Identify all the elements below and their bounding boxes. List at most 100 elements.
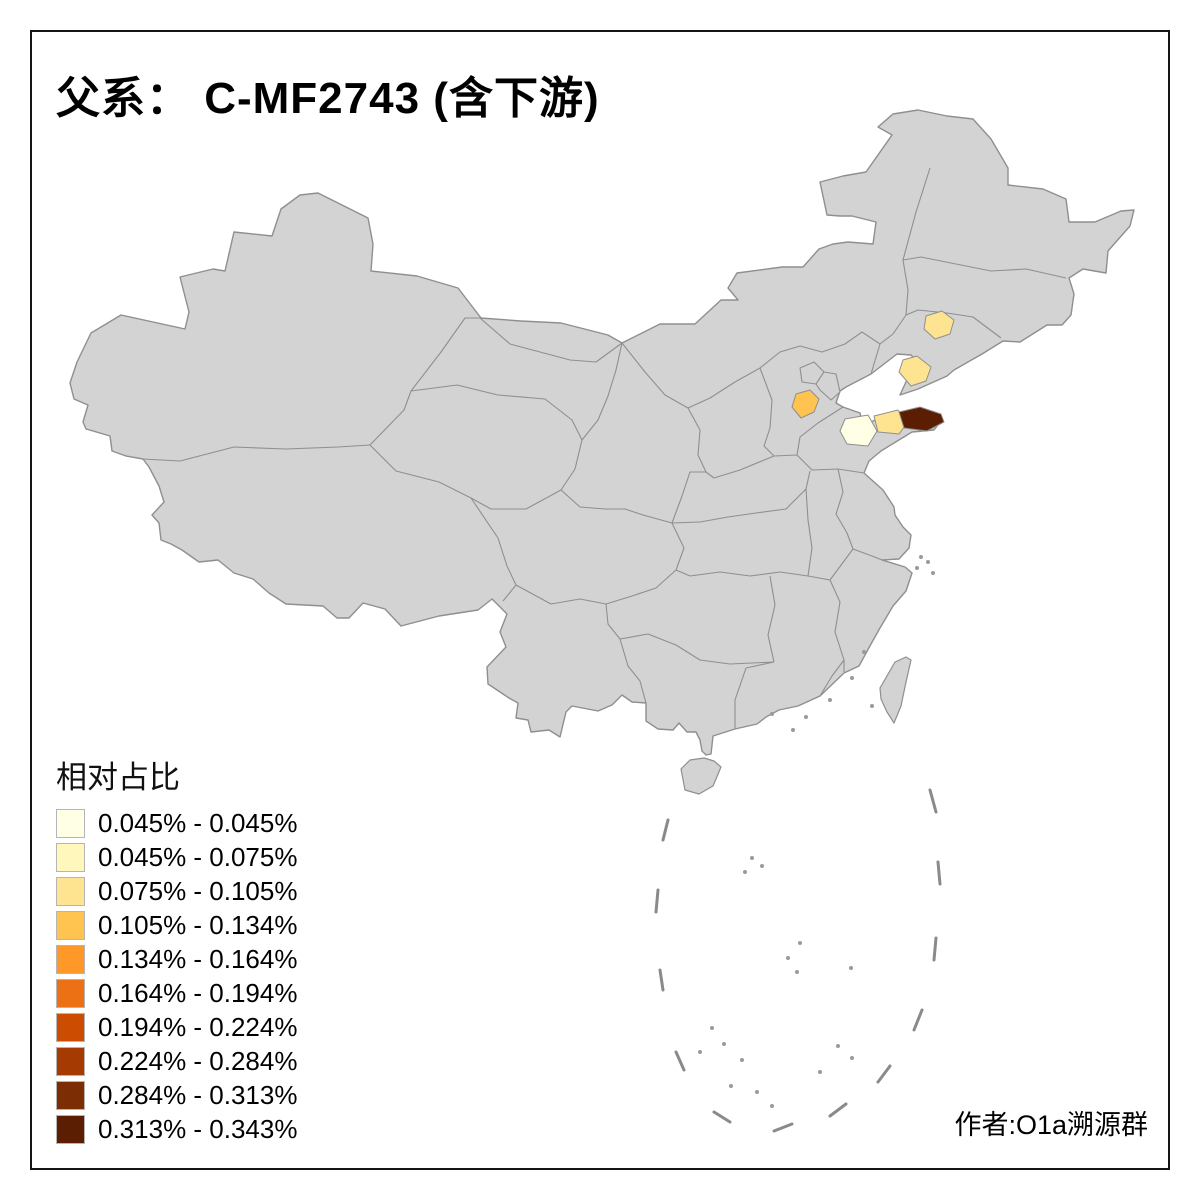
province-border	[852, 548, 883, 561]
dash-segment	[772, 1122, 794, 1133]
legend-rows: 0.045% - 0.045% 0.045% - 0.075% 0.075% - 0…	[56, 808, 298, 1144]
legend-title: 相对占比	[56, 760, 180, 795]
legend-row: 0.105% - 0.134%	[56, 910, 298, 940]
legend-swatch	[56, 945, 85, 974]
legend-row: 0.045% - 0.075%	[56, 842, 298, 872]
highlighted-region	[791, 389, 820, 419]
island-speck	[770, 712, 774, 716]
island-speck	[722, 1042, 726, 1046]
province-border	[369, 317, 480, 446]
island-speck	[862, 650, 866, 654]
island-speck	[836, 1044, 840, 1048]
china-outline	[69, 109, 1135, 756]
island-speck	[828, 698, 832, 702]
legend-swatch	[56, 843, 85, 872]
province-border	[671, 522, 691, 577]
legend-swatch	[56, 1047, 85, 1076]
island-speck	[710, 1026, 714, 1030]
province-border	[805, 488, 813, 577]
province-border	[619, 633, 775, 665]
legend-label: 0.045% - 0.075%	[98, 842, 298, 872]
dash-segment	[912, 1008, 924, 1032]
province-border	[734, 661, 775, 729]
province-border	[142, 444, 371, 462]
island-speck	[849, 966, 853, 970]
legend-row: 0.194% - 0.224%	[56, 1012, 298, 1042]
province-border	[605, 569, 677, 605]
island-speck	[931, 571, 935, 575]
legend-label: 0.134% - 0.164%	[98, 944, 298, 974]
province-border	[410, 384, 583, 441]
legend-swatch	[56, 1115, 85, 1144]
legend-label: 0.313% - 0.343%	[98, 1114, 298, 1144]
legend-swatch	[56, 979, 85, 1008]
south-china-sea-islands	[698, 555, 935, 1108]
province-border	[759, 367, 775, 457]
dash-segment	[936, 860, 942, 886]
province-border	[902, 256, 1067, 279]
island-speck	[926, 560, 930, 564]
province-border	[879, 167, 931, 345]
province-border	[470, 439, 583, 510]
legend-label: 0.194% - 0.224%	[98, 1012, 298, 1042]
dash-segment	[928, 788, 938, 814]
province-border-tianjin	[815, 371, 841, 401]
legend-label: 0.105% - 0.134%	[98, 910, 298, 940]
island-speck	[919, 555, 923, 559]
island-speck	[795, 970, 799, 974]
plot-frame	[30, 30, 1170, 1170]
highlighted-region	[923, 310, 955, 340]
legend-row: 0.284% - 0.313%	[56, 1080, 298, 1110]
dash-segment	[658, 968, 665, 992]
island-speck	[850, 676, 854, 680]
province-border	[369, 444, 517, 602]
dash-segment	[661, 818, 670, 842]
island-speck	[818, 1070, 822, 1074]
island-speck	[804, 715, 808, 719]
legend-label: 0.224% - 0.284%	[98, 1046, 298, 1076]
dash-segment	[876, 1064, 892, 1084]
island-speck	[760, 864, 764, 868]
hainan-island	[680, 757, 722, 795]
legend-row: 0.224% - 0.284%	[56, 1046, 298, 1076]
province-border	[819, 659, 845, 697]
province-border	[767, 575, 776, 663]
legend-swatch	[56, 809, 85, 838]
attribution-text: 作者:O1a溯源群	[954, 1110, 1148, 1140]
legend-label: 0.075% - 0.105%	[98, 876, 298, 906]
province-border	[835, 468, 854, 550]
province-border	[515, 584, 647, 704]
province-border	[479, 317, 623, 363]
legend-label: 0.164% - 0.194%	[98, 978, 298, 1008]
island-speck	[791, 728, 795, 732]
province-border	[671, 471, 706, 524]
legend-row: 0.134% - 0.164%	[56, 944, 298, 974]
highlighted-region	[873, 409, 908, 435]
highlighted-region	[839, 414, 878, 447]
legend-label: 0.284% - 0.313%	[98, 1080, 298, 1110]
island-speck	[755, 1090, 759, 1094]
dash-segment	[654, 888, 660, 914]
island-speck	[915, 566, 919, 570]
legend-swatch	[56, 877, 85, 906]
province-borders	[142, 167, 1067, 729]
island-speck	[786, 956, 790, 960]
nine-dash-line	[654, 788, 942, 1133]
highlighted-region	[898, 406, 945, 432]
legend-label: 0.045% - 0.045%	[98, 808, 298, 838]
province-border	[870, 343, 881, 375]
highlighted-region	[898, 355, 932, 387]
province-border	[689, 571, 809, 577]
legend: 相对占比 0.045% - 0.045% 0.045% - 0.075% 0.075…	[56, 752, 297, 1149]
page-title: 父系： C-MF2743 (含下游)	[56, 74, 600, 123]
province-border	[560, 489, 673, 524]
legend-row: 0.313% - 0.343%	[56, 1114, 298, 1144]
legend-swatch	[56, 1013, 85, 1042]
island-speck	[850, 1056, 854, 1060]
legend-swatch	[56, 911, 85, 940]
province-border	[713, 454, 798, 479]
island-speck	[798, 941, 802, 945]
island-speck	[740, 1058, 744, 1062]
